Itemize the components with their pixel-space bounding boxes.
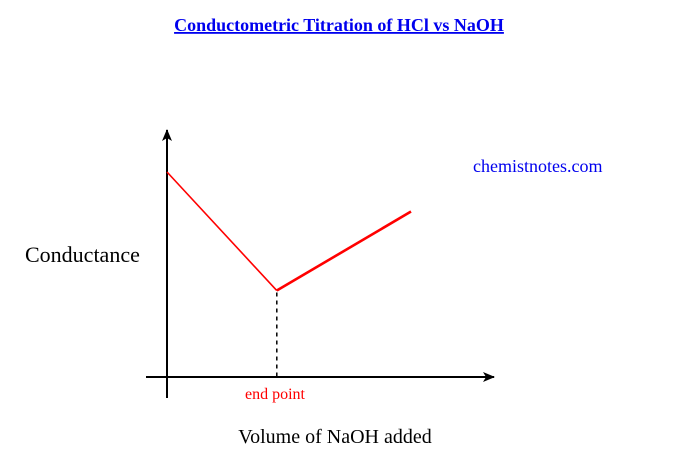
diagram-title: Conductometric Titration of HCl vs NaOH (174, 15, 504, 35)
curve-segment-descending (166, 171, 278, 292)
curve-segment-ascending (276, 210, 412, 292)
watermark-text: chemistnotes.com (473, 156, 602, 176)
x-axis-label: Volume of NaOH added (238, 426, 431, 448)
y-axis-label: Conductance (25, 242, 140, 267)
end-point-label: end point (245, 386, 306, 403)
